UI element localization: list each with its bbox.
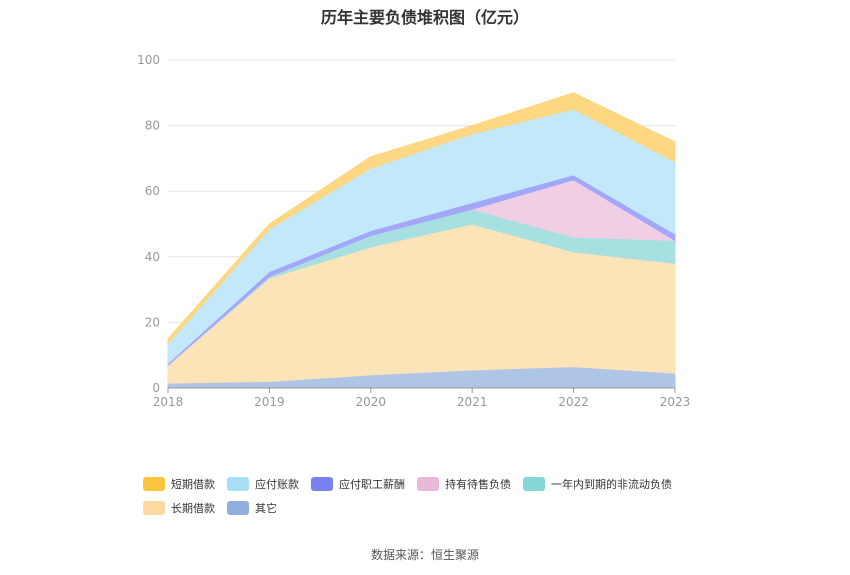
chart-title: 历年主要负债堆积图（亿元） (320, 8, 529, 27)
data-source: 数据来源：恒生聚源 (370, 548, 479, 562)
legend-swatch (311, 477, 333, 491)
legend-swatch (143, 477, 165, 491)
legend-item-current-noncurrent[interactable]: 一年内到期的非流动负债 (523, 476, 672, 492)
legend-item-held-for-sale[interactable]: 持有待售负债 (417, 476, 511, 492)
legend-label: 应付职工薪酬 (339, 478, 405, 491)
legend-swatch (417, 477, 439, 491)
legend-row-1: 短期借款 应付账款 应付职工薪酬 持有待售负债 一年内到期的非流动负债 (143, 472, 743, 496)
legend-item-other[interactable]: 其它 (227, 500, 277, 516)
legend-label: 持有待售负债 (445, 478, 511, 491)
legend-item-payroll-payable[interactable]: 应付职工薪酬 (311, 476, 405, 492)
legend-label: 应付账款 (255, 478, 299, 491)
legend-swatch (523, 477, 545, 491)
legend-item-accounts-payable[interactable]: 应付账款 (227, 476, 299, 492)
stacked-area-chart: 0 20 40 60 80 100 2018 2019 2020 2021 2022 2023 (137, 53, 691, 409)
x-tick-label: 2021 (457, 395, 488, 409)
legend-swatch (227, 477, 249, 491)
y-tick-label: 60 (145, 184, 160, 198)
y-tick-label: 80 (145, 119, 160, 133)
legend-row-2: 长期借款 其它 (143, 496, 743, 520)
y-tick-label: 40 (145, 250, 160, 264)
legend: 短期借款 应付账款 应付职工薪酬 持有待售负债 一年内到期的非流动负债 长期借款… (143, 472, 743, 520)
y-tick-label: 20 (145, 315, 160, 329)
x-tick-label: 2019 (254, 395, 285, 409)
legend-label: 短期借款 (171, 478, 215, 491)
legend-label: 一年内到期的非流动负债 (551, 478, 672, 491)
legend-label: 长期借款 (171, 502, 215, 515)
area-短期借款 (167, 92, 676, 346)
x-tick-label: 2022 (558, 395, 589, 409)
x-tick-label: 2020 (356, 395, 387, 409)
legend-item-short-term-loans[interactable]: 短期借款 (143, 476, 215, 492)
y-tick-label: 100 (137, 53, 160, 67)
legend-label: 其它 (255, 502, 277, 515)
legend-swatch (227, 501, 249, 515)
legend-item-long-term-loans[interactable]: 长期借款 (143, 500, 215, 516)
legend-swatch (143, 501, 165, 515)
x-tick-label: 2023 (660, 395, 691, 409)
x-tick-label: 2018 (153, 395, 184, 409)
y-tick-label: 0 (152, 381, 160, 395)
